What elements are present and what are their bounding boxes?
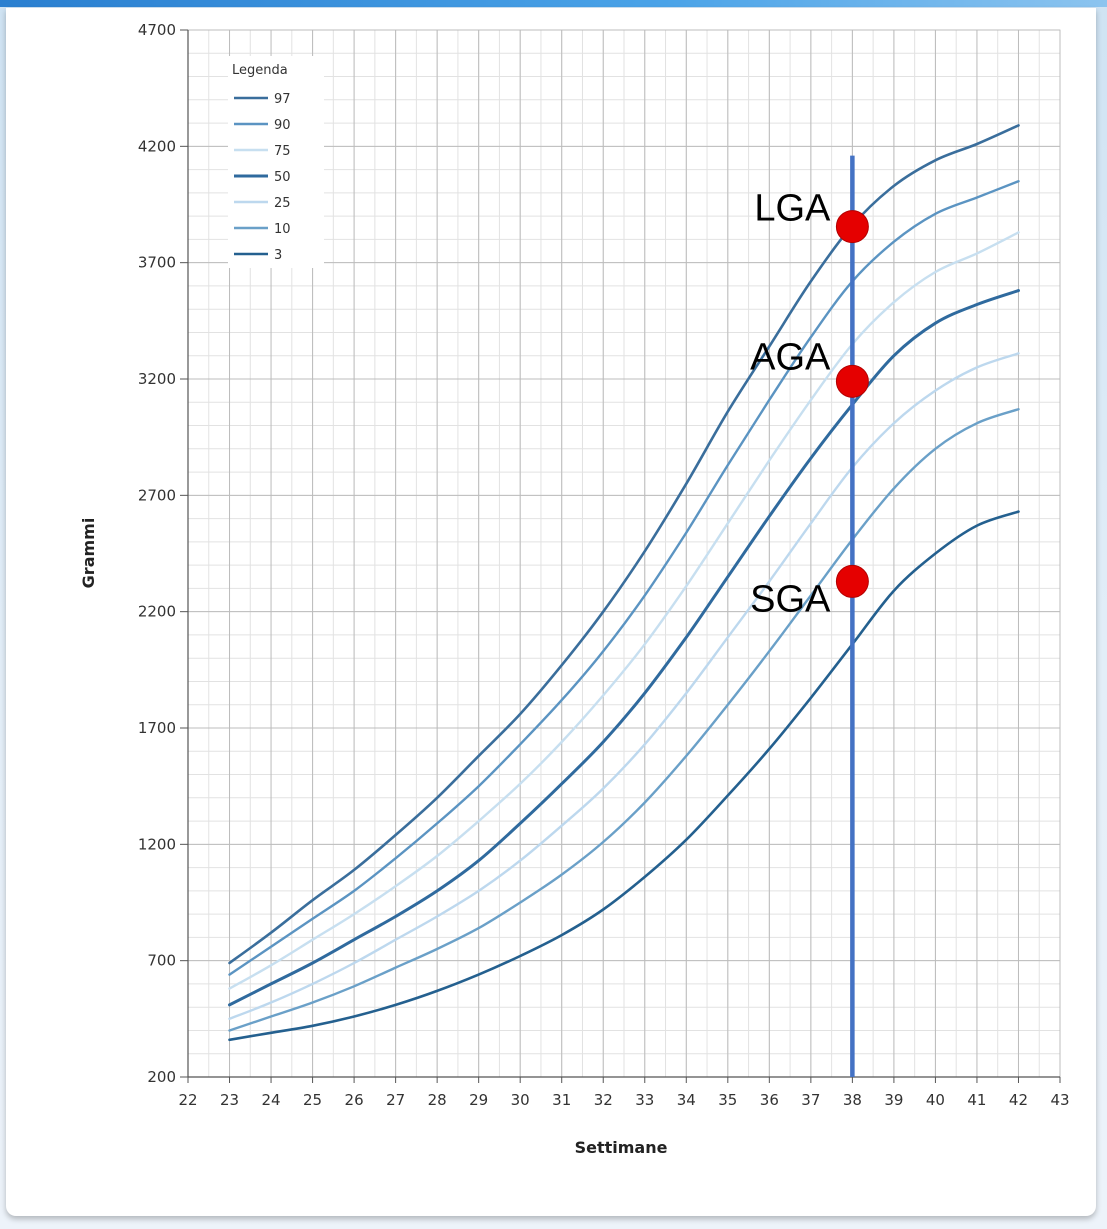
legend-label-p10: 10: [274, 222, 291, 237]
legend-label-p50: 50: [274, 170, 291, 185]
x-tick-label: 36: [760, 1091, 779, 1109]
chart-panel: 22 23 24 25 26 27 28 29 30 31 32 33 34 35 36 37 38 39 40 41…: [6, 8, 1096, 1216]
x-tick-label: 33: [635, 1091, 654, 1109]
y-tick-label: 3200: [138, 370, 176, 388]
axes: [187, 30, 1060, 1078]
y-tick-label: 4200: [138, 137, 176, 155]
y-tick-label: 2700: [138, 486, 176, 504]
marker-sga: [835, 564, 869, 598]
marker-aga: [835, 364, 869, 398]
x-tick-label: 25: [303, 1091, 322, 1109]
legend-label-p90: 90: [274, 118, 291, 133]
x-tick-label: 27: [386, 1091, 405, 1109]
y-tick-label: 4700: [138, 21, 176, 39]
x-tick-label: 40: [926, 1091, 945, 1109]
x-tick-label: 43: [1050, 1091, 1069, 1109]
growth-chart: 22 23 24 25 26 27 28 29 30 31 32 33 34 35 36 37 38 39 40 41…: [79, 21, 1070, 1157]
annotation-lga: LGA: [754, 188, 831, 230]
x-axis-title: Settimane: [575, 1138, 668, 1157]
legend-label-p97: 97: [274, 92, 291, 107]
series-line-p97: [228, 124, 1020, 965]
legend-items: 97 90 75 50 25 10 3: [234, 92, 291, 263]
x-tick-label: 28: [428, 1091, 447, 1109]
y-tick-label: 1200: [138, 835, 176, 853]
x-tick-label: 34: [677, 1091, 696, 1109]
legend-label-p25: 25: [274, 196, 291, 211]
legend: Legenda 97 90 75 50 25 10 3: [228, 56, 324, 268]
series-line-p90: [228, 180, 1020, 976]
x-tick-label: 31: [552, 1091, 571, 1109]
percentile-curves: [228, 124, 1020, 1042]
x-tick-label: 23: [220, 1091, 239, 1109]
annotation-sga: SGA: [750, 578, 831, 620]
x-tick-label: 38: [843, 1091, 862, 1109]
legend-background: [228, 56, 324, 268]
y-tick-labels: 200 700 1200 1700 2200 2700 3200 3700 4200 4700: [138, 21, 188, 1086]
y-tick-label: 700: [147, 952, 176, 970]
annotations: LGA AGA SGA: [750, 188, 869, 620]
top-accent-bar: [0, 0, 1107, 7]
x-tick-label: 39: [884, 1091, 903, 1109]
x-tick-label: 41: [967, 1091, 986, 1109]
y-axis-title: Grammi: [79, 518, 98, 589]
series-line-p10: [228, 408, 1020, 1032]
x-tick-label: 32: [594, 1091, 613, 1109]
series-line-p50: [228, 289, 1020, 1007]
legend-title: Legenda: [232, 63, 288, 78]
x-tick-label: 37: [801, 1091, 820, 1109]
legend-label-p3: 3: [274, 248, 282, 263]
x-tick-label: 24: [262, 1091, 281, 1109]
x-tick-label: 35: [718, 1091, 737, 1109]
annotation-aga: AGA: [750, 336, 831, 378]
x-tick-label: 29: [469, 1091, 488, 1109]
legend-label-p75: 75: [274, 144, 291, 159]
x-tick-labels: 22 23 24 25 26 27 28 29 30 31 32 33 34 35 36 37 38 39 40 41…: [178, 1077, 1070, 1109]
series-line-p3: [228, 510, 1020, 1042]
x-tick-label: 22: [178, 1091, 197, 1109]
x-tick-label: 30: [511, 1091, 530, 1109]
y-tick-label: 2200: [138, 603, 176, 621]
x-tick-label: 26: [345, 1091, 364, 1109]
y-tick-label: 200: [147, 1068, 176, 1086]
y-tick-label: 1700: [138, 719, 176, 737]
marker-lga: [835, 210, 869, 244]
series-line-p25: [228, 352, 1020, 1020]
x-tick-label: 42: [1009, 1091, 1028, 1109]
y-tick-label: 3700: [138, 254, 176, 272]
series-line-p75: [228, 231, 1020, 990]
